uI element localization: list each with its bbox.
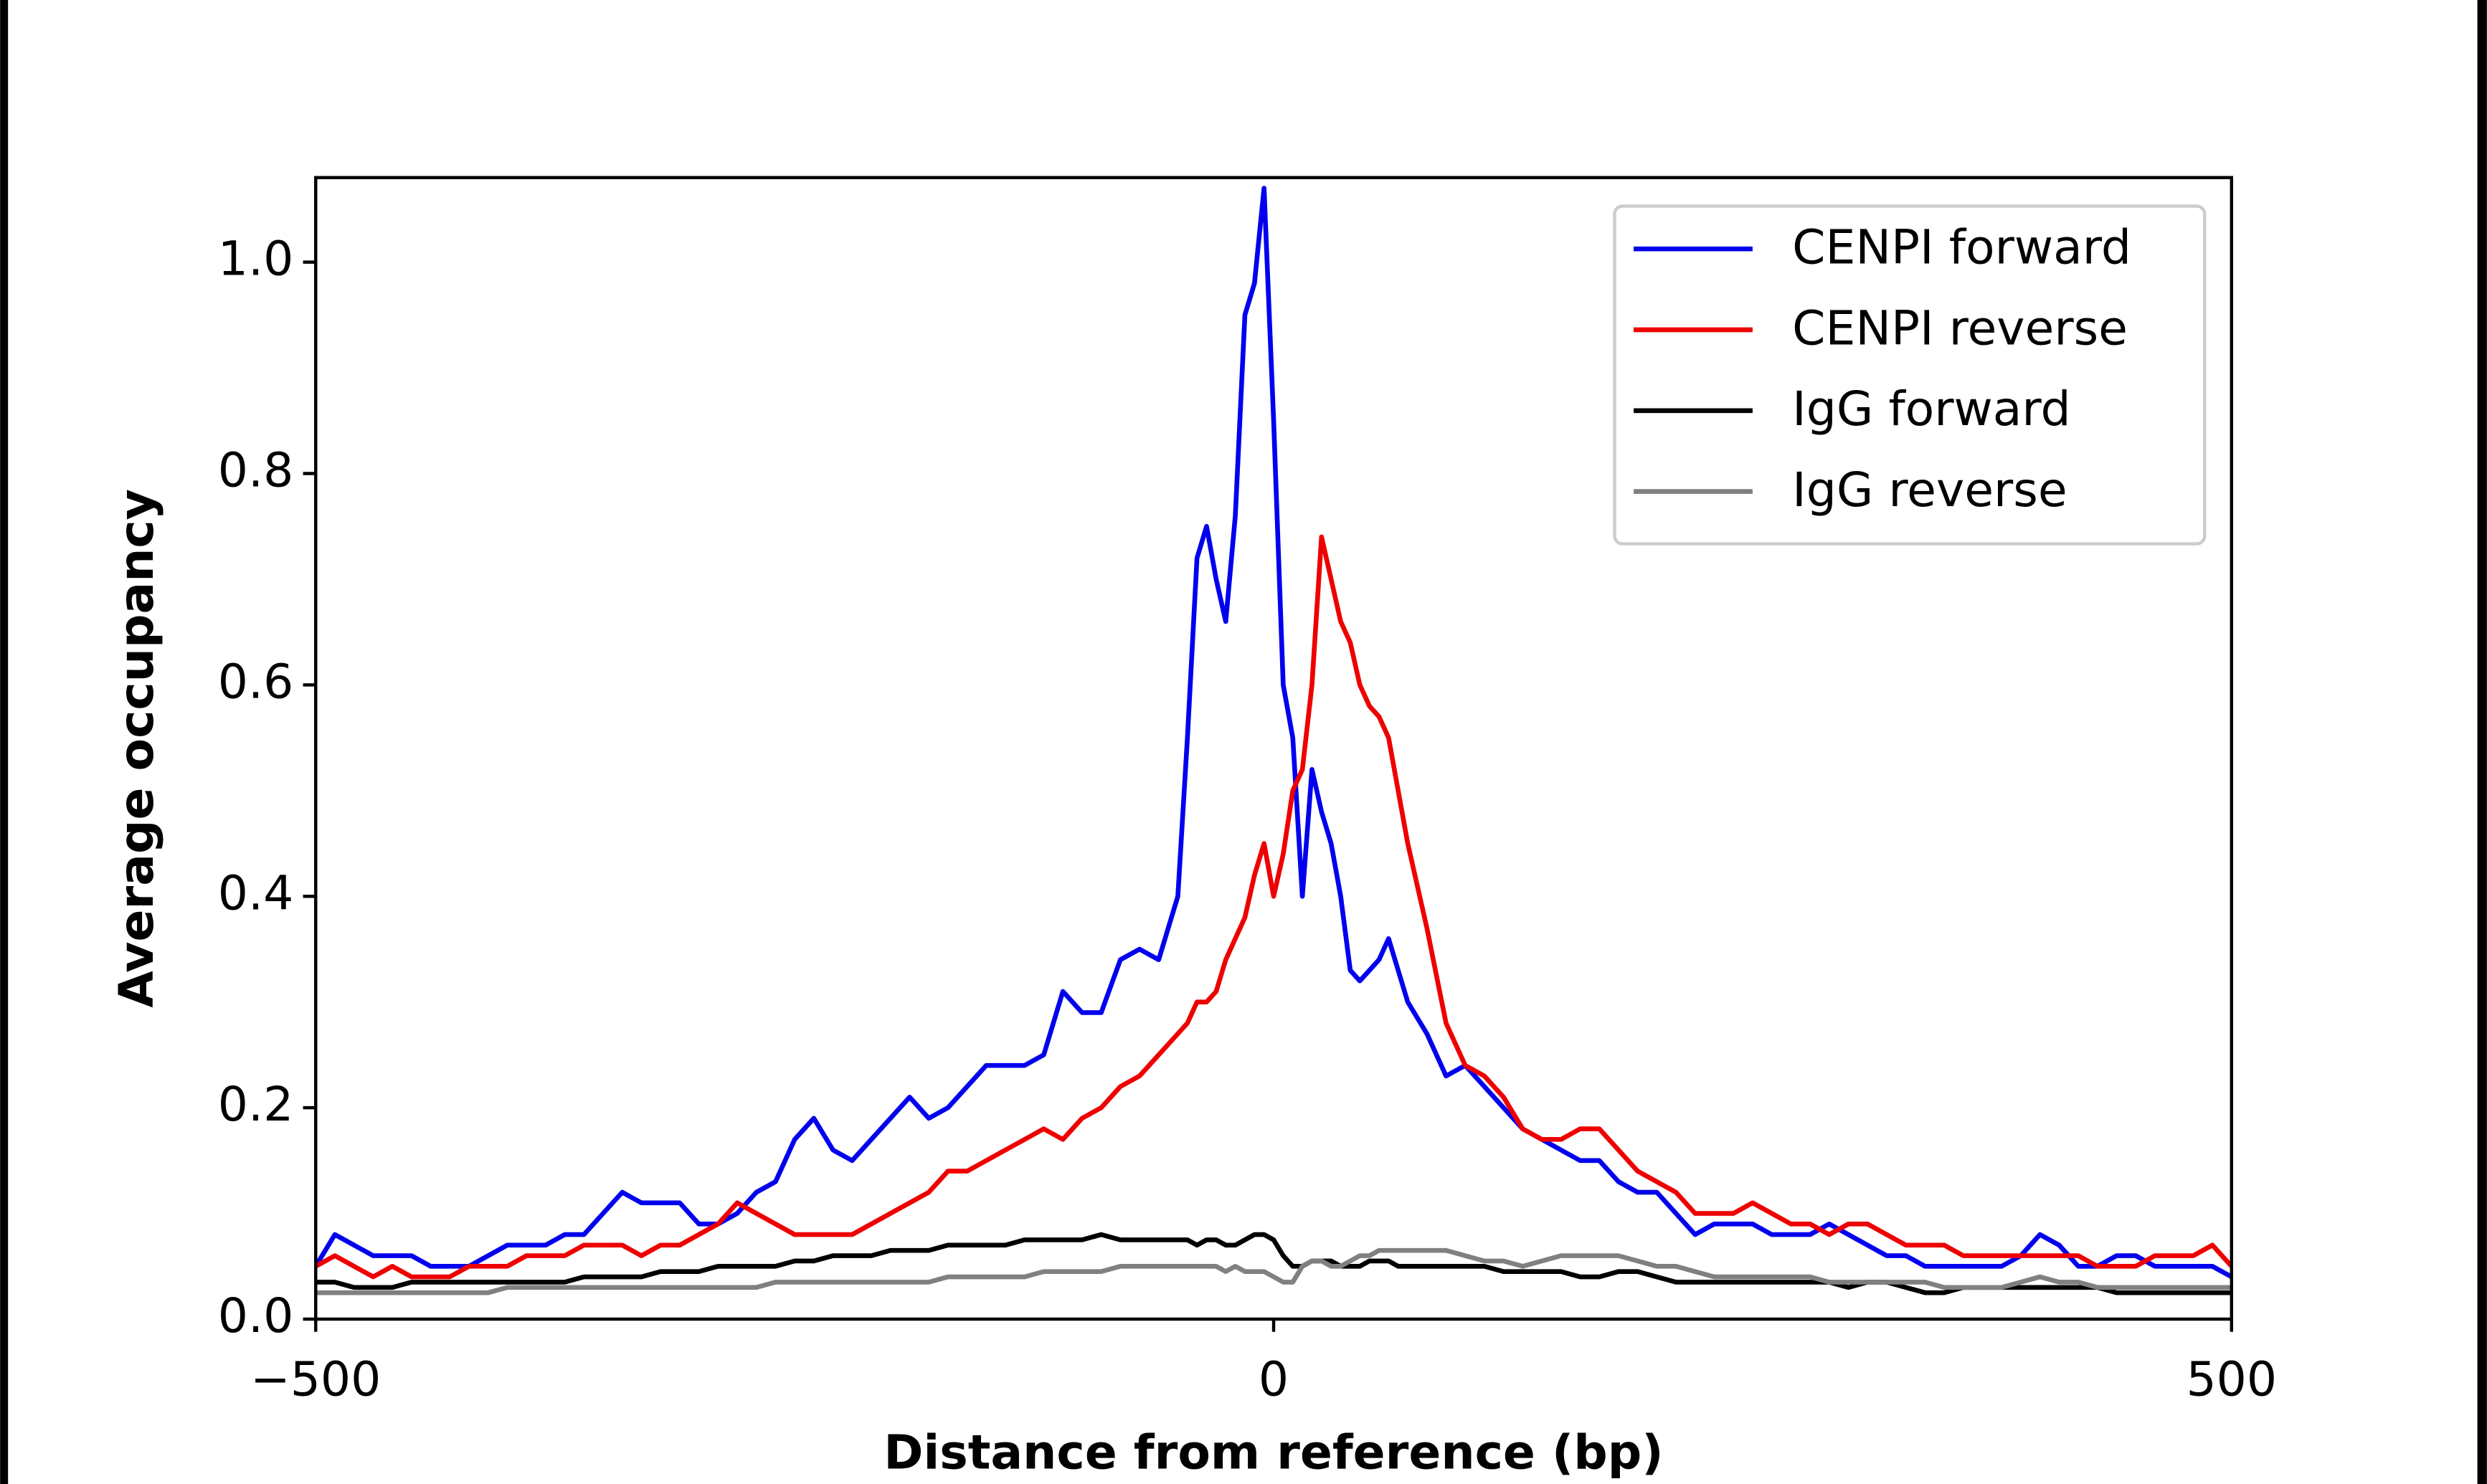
- legend: CENPI forward CENPI reverse IgG forward IgG…: [1613, 204, 2207, 546]
- series-line: [316, 186, 2232, 1279]
- y-tick-label: 0.8: [218, 442, 293, 498]
- series-line: [316, 1247, 2232, 1295]
- x-tick-label: 500: [2186, 1351, 2277, 1407]
- y-tick-label: 1.0: [218, 231, 293, 287]
- legend-label: CENPI forward: [1792, 219, 2131, 275]
- x-tick-label: 0: [1259, 1351, 1289, 1407]
- legend-label: CENPI reverse: [1792, 300, 2128, 356]
- legend-box: [1613, 204, 2207, 546]
- left-edge: [0, 0, 9, 1484]
- legend-label: IgG reverse: [1792, 462, 2067, 518]
- legend-label: IgG forward: [1792, 381, 2070, 437]
- y-tick-label: 0.2: [218, 1076, 293, 1132]
- plot-lines: [316, 186, 2232, 1295]
- series-line: [316, 534, 2232, 1280]
- x-axis-label: Distance from reference (bp): [884, 1424, 1663, 1480]
- right-edge: [2477, 0, 2487, 1484]
- y-tick-label: 0.6: [218, 653, 293, 709]
- y-tick-label: 0.4: [218, 865, 293, 921]
- y-tick-label: 0.0: [218, 1288, 293, 1343]
- y-axis-label: Average occupancy: [108, 489, 164, 1008]
- x-tick-label: −500: [250, 1351, 381, 1407]
